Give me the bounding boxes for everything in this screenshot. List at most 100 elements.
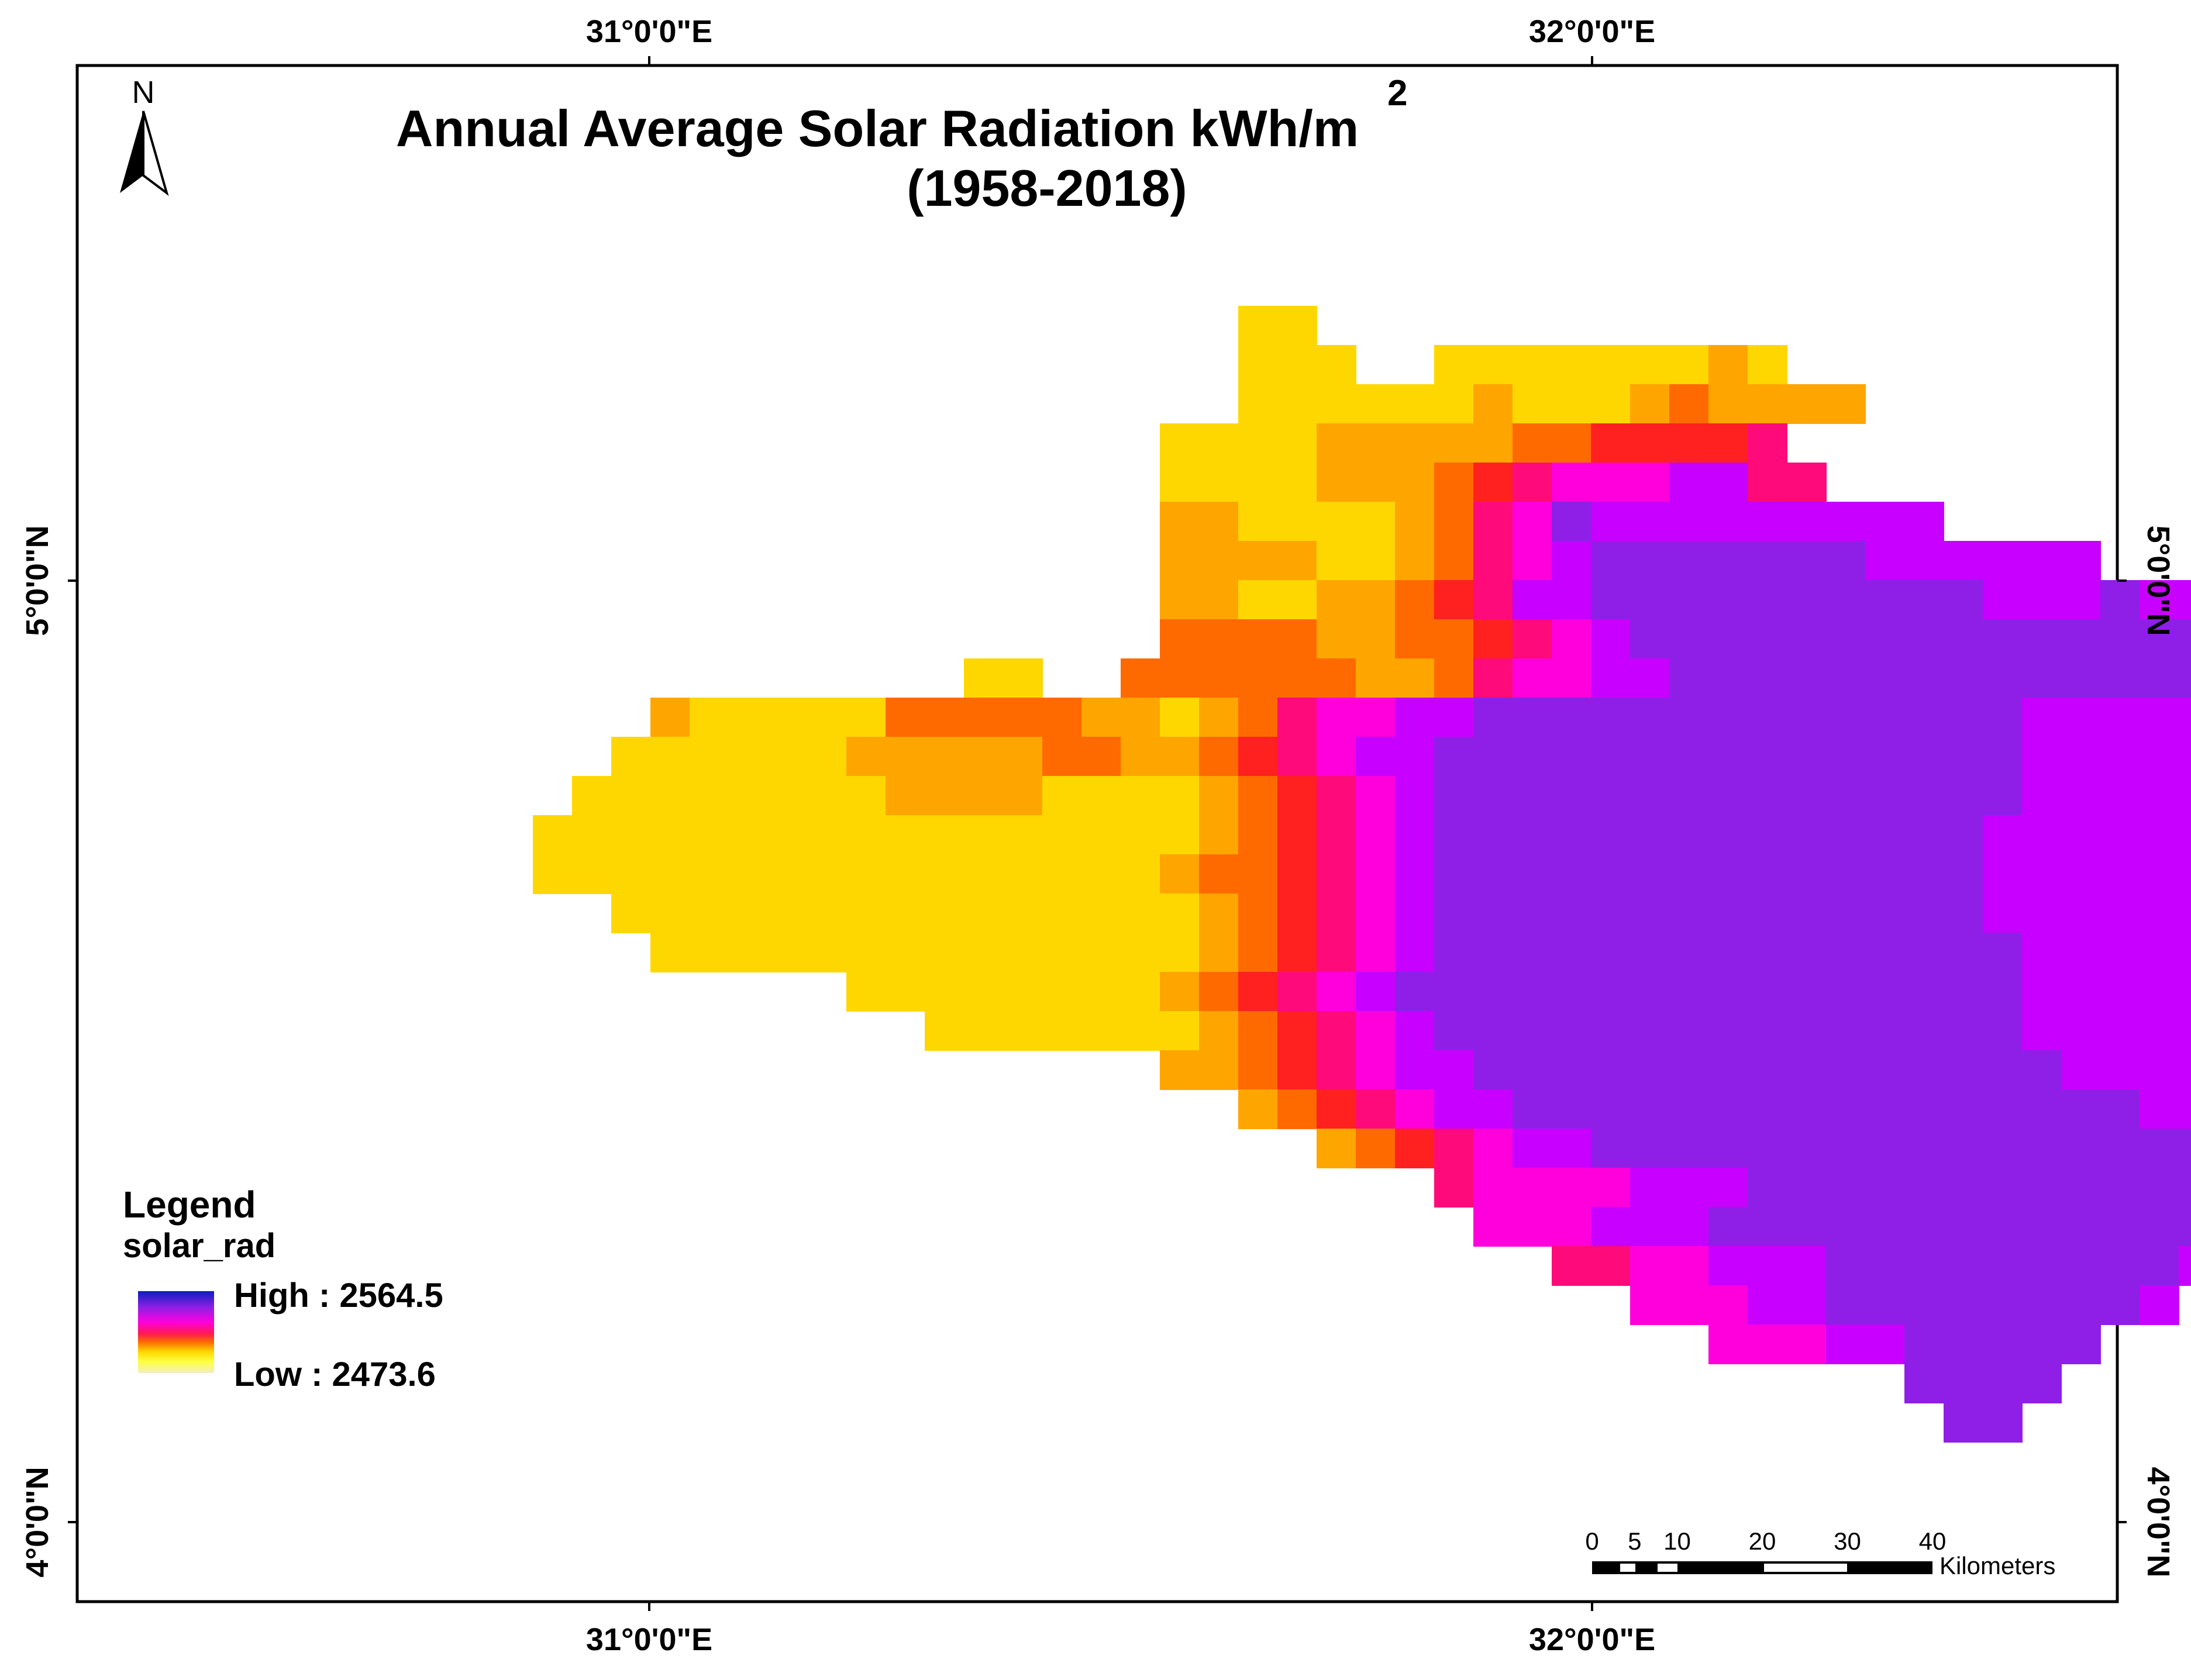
raster-cell — [1473, 1089, 1513, 1129]
raster-cell — [1591, 933, 1631, 972]
raster-cell — [1787, 1089, 1827, 1129]
raster-cell — [1669, 776, 1709, 816]
raster-cell — [2022, 776, 2062, 816]
raster-cell — [1552, 894, 1591, 933]
raster-cell — [1669, 541, 1709, 581]
raster-cell — [964, 776, 1004, 816]
raster-cell — [964, 815, 1004, 855]
raster-cell — [1787, 1207, 1827, 1247]
raster-cell — [1904, 933, 1944, 972]
raster-cell — [1826, 384, 1866, 424]
raster-cell — [1630, 1246, 1670, 1286]
raster-cell — [1630, 1089, 1670, 1129]
raster-cell — [1826, 737, 1866, 777]
raster-cell — [1983, 1207, 2023, 1247]
raster-cell — [1865, 1324, 1905, 1364]
raster-cell — [1513, 1089, 1552, 1129]
scale-tick-label: 0 — [1585, 1527, 1599, 1555]
raster-cell — [1708, 1050, 1748, 1090]
raster-cell — [1395, 1089, 1435, 1129]
raster-cell — [925, 776, 964, 816]
raster-cell — [1630, 1207, 1670, 1247]
raster-cell — [729, 698, 769, 737]
raster-cell — [1395, 737, 1435, 777]
raster-cell — [1199, 423, 1239, 463]
raster-cell — [729, 854, 769, 894]
raster-cell — [1865, 1011, 1905, 1051]
raster-cell — [1238, 423, 1278, 463]
raster-cell — [1748, 933, 1787, 972]
raster-cell — [964, 658, 1004, 698]
raster-cell — [1473, 854, 1513, 894]
raster-cell — [1748, 580, 1787, 620]
raster-cell — [1552, 815, 1591, 855]
raster-cell — [1708, 737, 1748, 777]
raster-cell — [2140, 698, 2179, 737]
raster-cell — [1944, 1207, 1983, 1247]
raster-cell — [1787, 815, 1827, 855]
raster-cell — [1238, 345, 1278, 385]
raster-cell — [1865, 1168, 1905, 1208]
raster-cell — [1708, 1324, 1748, 1364]
raster-cell — [1669, 933, 1709, 972]
raster-cell — [1630, 815, 1670, 855]
raster-cell — [1473, 815, 1513, 855]
raster-cell — [1277, 384, 1317, 424]
raster-cell — [1356, 737, 1396, 777]
raster-cell — [1630, 541, 1670, 581]
raster-cell — [1904, 580, 1944, 620]
map-title-superscript: 2 — [1387, 73, 1407, 113]
raster-cell — [1669, 619, 1709, 659]
raster-cell — [1317, 737, 1356, 777]
raster-cell — [1081, 972, 1121, 1012]
raster-cell — [1003, 658, 1043, 698]
raster-cell — [1473, 658, 1513, 698]
raster-cell — [1277, 737, 1317, 777]
raster-cell — [1473, 619, 1513, 659]
scale-bar: 0 5 10 20 30 40 Kilometers — [1585, 1527, 2055, 1579]
raster-cell — [1669, 580, 1709, 620]
raster-cell — [1434, 894, 1474, 933]
raster-cell — [1395, 541, 1435, 581]
raster-cell — [650, 933, 690, 972]
raster-cell — [1317, 658, 1356, 698]
raster-cell — [1826, 698, 1866, 737]
raster-cell — [2179, 1129, 2191, 1168]
raster-cell — [1160, 580, 1200, 620]
raster-cell — [2140, 776, 2179, 816]
raster-cell — [729, 933, 769, 972]
raster-cell — [1944, 580, 1983, 620]
raster-cell — [1826, 972, 1866, 1012]
raster-cell — [1277, 894, 1317, 933]
raster-cell — [1708, 972, 1748, 1012]
raster-cell — [1904, 541, 1944, 581]
raster-cell — [1552, 619, 1591, 659]
raster-cell — [1944, 658, 1983, 698]
raster-cell — [1160, 1050, 1200, 1090]
raster-cell — [1042, 894, 1082, 933]
raster-cell — [1591, 502, 1631, 541]
raster-cell — [1513, 1168, 1552, 1208]
raster-cell — [2140, 1207, 2179, 1247]
raster-cell — [611, 776, 651, 816]
raster-cell — [1983, 933, 2023, 972]
raster-cell — [1160, 854, 1200, 894]
raster-cell — [1552, 1168, 1591, 1208]
raster-cell — [2179, 1207, 2191, 1247]
raster-cell — [2022, 854, 2062, 894]
raster-cell — [2140, 1129, 2179, 1168]
raster-cell — [2022, 580, 2062, 620]
raster-cell — [1473, 580, 1513, 620]
raster-cell — [1395, 658, 1435, 698]
raster-cell — [964, 737, 1004, 777]
raster-cell — [1552, 502, 1591, 541]
raster-cell — [1826, 619, 1866, 659]
raster-cell — [807, 854, 847, 894]
raster-cell — [2061, 1207, 2101, 1247]
raster-cell — [1591, 1089, 1631, 1129]
raster-cell — [1277, 580, 1317, 620]
raster-cell — [1552, 1246, 1591, 1286]
raster-cell — [1591, 1207, 1631, 1247]
raster-cell — [1904, 1207, 1944, 1247]
raster-cell — [1199, 1050, 1239, 1090]
